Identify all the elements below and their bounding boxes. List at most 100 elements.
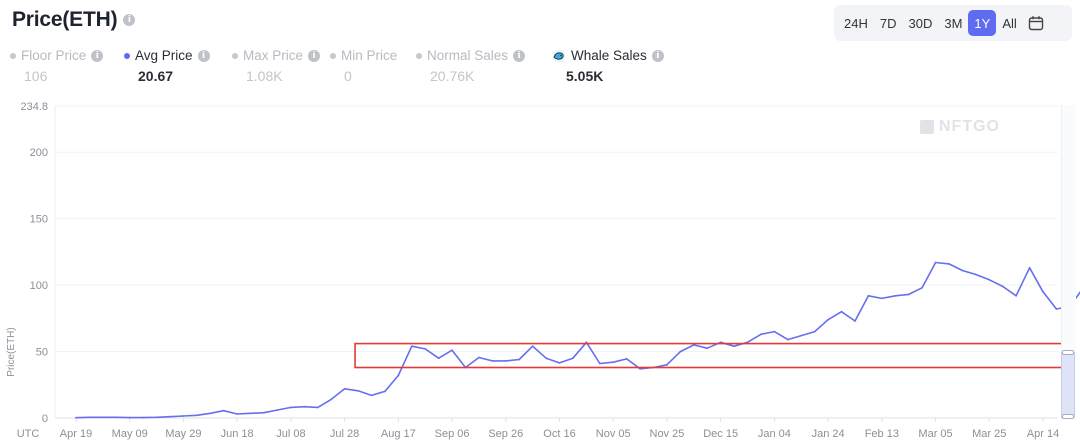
info-icon[interactable]: i [91,49,104,62]
stat-label: Min Price [341,48,398,63]
data-point [101,416,104,419]
zoom-handle-bottom[interactable] [1062,414,1074,419]
stat-value: 20.67 [138,68,174,84]
data-point [384,390,386,393]
stat-avg-price[interactable]: Avg Price i 20.67 [124,48,210,84]
y-tick-label: 200 [30,147,48,159]
range-24h-button[interactable]: 24H [844,15,868,31]
stat-floor-price-label-row: Floor Price i [10,48,104,63]
stat-value: 1.08K [246,68,283,84]
data-point [169,415,171,418]
x-tick-label: Apr 19 [60,428,92,440]
data-point [222,409,225,412]
info-icon[interactable]: i [513,49,526,62]
y-tick-label: 100 [30,280,48,292]
y-tick-label: 150 [30,214,48,226]
data-point [1015,294,1018,297]
stat-value: 20.76K [430,68,475,84]
data-point [585,341,588,344]
data-point [1042,290,1044,293]
stat-whale-sales[interactable]: Whale Sales i 5.05K [552,48,664,84]
data-point [880,297,883,300]
legend-dot [416,52,422,59]
x-tick-label: Jul 08 [276,428,305,440]
data-point [854,320,856,322]
data-point [612,361,615,364]
x-tick-label: Jan 04 [758,428,791,440]
data-point [276,409,279,411]
data-point [666,363,668,366]
range-1y-button[interactable]: 1Y [968,10,997,36]
data-point [316,406,319,409]
stat-floor-price[interactable]: Floor Price i 106 [10,48,104,84]
x-tick-label: Jul 28 [330,428,359,440]
zoom-handle-top[interactable] [1062,350,1074,355]
whale-icon [552,49,566,62]
stat-label: Avg Price [135,48,193,63]
data-point [1028,266,1031,269]
data-point [518,358,521,361]
calendar-icon[interactable] [1023,10,1049,36]
stat-max-price[interactable]: Max Price i 1.08K [232,48,321,84]
data-point [155,416,158,419]
data-point [894,294,897,297]
nftgo-watermark: NFTGO [920,118,1000,136]
data-point [934,261,937,264]
data-point [437,357,440,360]
x-tick-label: Nov 25 [650,428,685,440]
y-axis-label: Price(ETH) [6,327,17,376]
legend-dot [232,52,238,59]
page-title-text: Price(ETH) [12,8,118,31]
data-point [236,413,239,415]
avg-price-line [75,261,1080,419]
info-icon[interactable]: i [308,49,321,62]
data-point [639,367,641,370]
info-icon[interactable]: i [651,49,664,62]
range-all-button[interactable]: All [1002,15,1017,31]
data-point [410,345,413,348]
data-point [289,406,292,409]
stat-label: Whale Sales [571,48,647,63]
range-30d-button[interactable]: 30D [908,15,933,31]
x-tick-label: May 09 [112,428,148,440]
data-point [733,345,735,348]
data-point [827,318,830,321]
data-point [800,334,803,337]
x-axis-label: UTC [17,428,40,440]
data-point [1055,308,1058,310]
x-tick-label: Jun 18 [221,428,254,440]
x-tick-label: Mar 05 [918,428,952,440]
data-point [773,330,776,333]
zoom-scroll-track[interactable] [1061,105,1076,420]
data-point [746,341,749,344]
stat-normal-sales[interactable]: Normal Sales i 20.76K [416,48,526,84]
x-tick-label: Dec 15 [703,428,738,440]
data-point [504,359,507,362]
data-point [961,269,964,272]
page-title: Price(ETH) i [12,8,136,32]
x-tick-label: May 29 [165,428,201,440]
watermark-text: NFTGO [939,118,1000,135]
price-line-chart: 0 50 100 150 200 234.8 Apr 19 May 09 May 29 Jun … [6,101,1080,440]
data-point [692,344,695,346]
data-point [75,416,77,419]
data-point [948,262,950,265]
data-point [491,359,494,362]
info-icon[interactable]: i [123,14,136,26]
stat-min-price[interactable]: Min Price 0 [330,48,397,84]
y-tick-label: 234.8 [20,101,48,113]
info-icon[interactable]: i [197,49,210,62]
range-7d-button[interactable]: 7D [879,15,897,31]
data-point [397,374,400,377]
data-point [867,294,870,297]
data-point [249,412,252,415]
series-layer [75,261,1080,419]
x-tick-label: Oct 16 [543,428,575,440]
data-point [813,330,816,333]
data-point [330,398,333,401]
grid-layer [54,105,1058,422]
zoom-scroll-thumb[interactable] [1061,352,1075,418]
data-point [840,310,843,313]
data-point [478,356,480,359]
range-3m-button[interactable]: 3M [944,15,963,31]
